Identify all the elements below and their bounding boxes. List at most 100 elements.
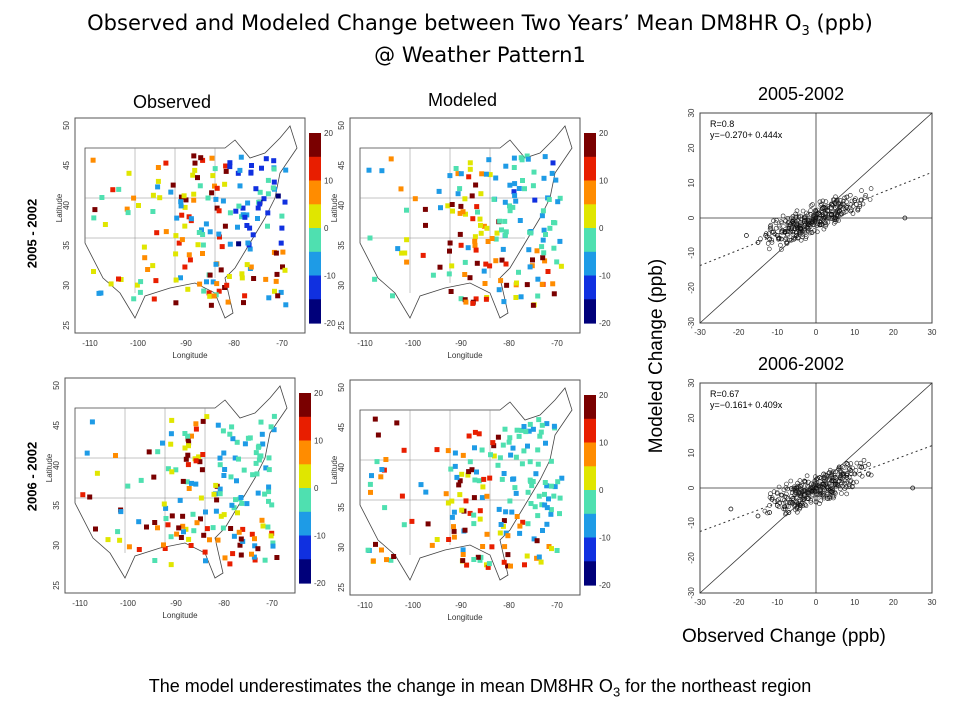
grid-cell (507, 498, 513, 504)
grid-cell (528, 501, 534, 506)
grid-cell (185, 436, 191, 442)
slide-title: Observed and Modeled Change between Two … (0, 10, 960, 45)
scatter-point (779, 247, 784, 252)
grid-cell (197, 281, 203, 287)
grid-cell (266, 467, 272, 473)
grid-cell (553, 177, 559, 183)
grid-cell (176, 525, 182, 531)
grid-cell (460, 552, 466, 557)
colorbar-segment (584, 561, 596, 586)
scatter-point (786, 504, 791, 509)
grid-cell (191, 197, 197, 203)
scatter-point (847, 484, 852, 490)
scatter-x-tick-label: -20 (733, 598, 745, 607)
grid-cell (486, 561, 492, 567)
data-point (817, 212, 823, 217)
grid-cell (126, 544, 132, 550)
data-point (829, 212, 834, 217)
grid-cell (465, 472, 471, 478)
scatter-point (859, 473, 865, 479)
colorbar-segment (584, 204, 596, 229)
colorbar-tick-label: 10 (314, 437, 323, 446)
grid-cell (495, 462, 501, 468)
grid-cell (538, 429, 544, 435)
grid-cell (155, 525, 160, 531)
colorbar-tick-label: 0 (599, 486, 604, 495)
scatter-point (867, 197, 873, 202)
data-point (840, 201, 846, 207)
grid-cell (165, 466, 171, 472)
scatter-point (779, 220, 785, 226)
grid-cell (200, 452, 206, 457)
grid-cell (510, 204, 516, 210)
grid-cell (523, 429, 529, 435)
grid-cell (476, 478, 482, 484)
map-y-axis-label: Latitude (55, 193, 64, 222)
grid-cell (475, 554, 481, 560)
colorbar-segment (309, 275, 321, 300)
grid-cell (365, 547, 371, 553)
map-y-tick-label: 30 (337, 542, 346, 551)
scatter-x-tick-label: 30 (928, 598, 937, 607)
grid-cell (521, 424, 527, 429)
grid-cell (195, 242, 201, 248)
grid-cell (512, 485, 518, 491)
map-x-tick-label: -110 (357, 601, 373, 610)
grid-cell (278, 240, 284, 246)
scatter-point (798, 213, 803, 219)
scatter-point (844, 484, 849, 490)
grid-cell (483, 171, 489, 177)
grid-cell (514, 280, 519, 286)
grid-cell (391, 554, 397, 559)
data-point (829, 201, 834, 207)
colorbar-tick-label: 20 (599, 391, 608, 400)
scatter-point (796, 498, 802, 504)
colorbar-segment (584, 490, 596, 515)
grid-cell (541, 175, 547, 181)
data-point (744, 233, 749, 238)
grid-cell (178, 535, 184, 540)
grid-cell (472, 477, 478, 483)
grid-cell (249, 163, 254, 168)
grid-cell (473, 247, 479, 253)
grid-cell (451, 534, 457, 540)
grid-cell (233, 208, 239, 214)
grid-cell (227, 160, 233, 166)
grid-cell (503, 229, 509, 235)
grid-cell (497, 455, 503, 461)
grid-cell (280, 264, 285, 270)
grid-cell (394, 420, 400, 426)
map-y-axis-label: Latitude (330, 193, 339, 222)
grid-cell (471, 512, 477, 518)
grid-cell (241, 467, 247, 473)
grid-cell (516, 186, 522, 191)
grid-cell (200, 232, 206, 237)
grid-cell (163, 160, 169, 166)
map-x-tick-label: -100 (405, 339, 422, 348)
grid-cell (249, 531, 255, 537)
grid-cell (367, 235, 373, 241)
scatter-point (778, 219, 784, 224)
grid-cell (229, 502, 235, 508)
scatter-y-tick-label: 0 (687, 485, 696, 490)
grid-cell (488, 452, 493, 458)
grid-cell (251, 554, 257, 560)
grid-cell (524, 153, 530, 159)
grid-cell (493, 258, 499, 264)
grid-cell (423, 222, 428, 228)
data-point (813, 499, 819, 505)
grid-cell (539, 422, 545, 428)
scatter-point (762, 508, 768, 514)
data-point (844, 475, 850, 480)
data-point (910, 485, 916, 491)
scatter-point (758, 236, 763, 241)
data-point (821, 471, 827, 477)
grid-cell (540, 237, 546, 243)
data-point (767, 510, 772, 515)
colorbar-segment (299, 440, 311, 465)
grid-cell (265, 223, 270, 229)
colorbar-tick-label: 0 (599, 224, 604, 233)
grid-cell (155, 449, 161, 455)
data-point (809, 219, 815, 224)
grid-cell (507, 208, 513, 214)
